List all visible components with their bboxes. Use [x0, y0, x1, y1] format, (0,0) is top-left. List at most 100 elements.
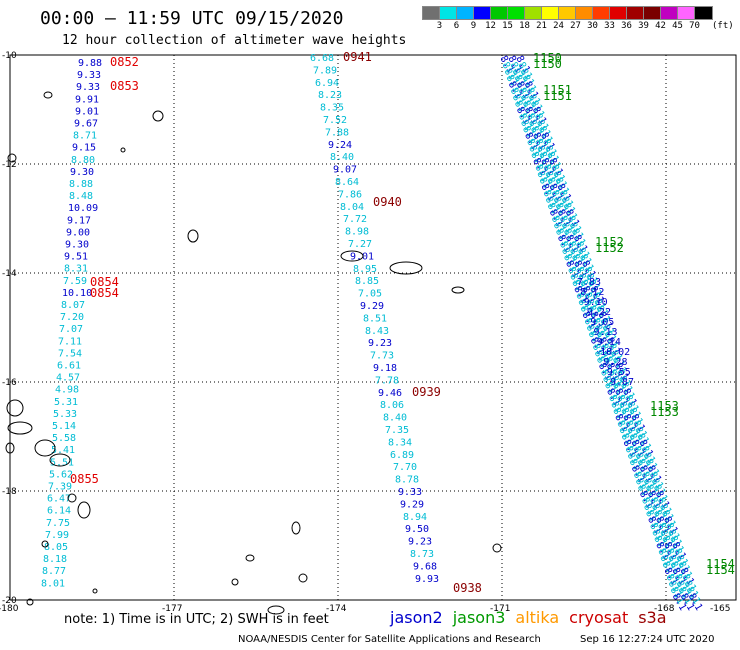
island-outline — [34, 439, 56, 457]
map-frame — [9, 54, 737, 601]
wave-height-label: 9.10 — [584, 297, 608, 308]
color-tick-label: 21 — [536, 21, 547, 31]
color-tick-label: 33 — [604, 21, 615, 31]
color-swatch — [694, 6, 713, 20]
lon-label: -177 — [162, 604, 182, 614]
pass-time-label: 1154 — [706, 557, 735, 571]
color-tick-label: 18 — [519, 21, 530, 31]
wave-height-label: 9.23 — [368, 338, 392, 349]
lon-label: -168 — [654, 604, 675, 614]
pass-time-label: 0939 — [412, 385, 441, 399]
wave-height-label: 9.67 — [74, 119, 98, 130]
satellite-legend-item: altika — [515, 608, 560, 627]
lat-label: -16 — [2, 378, 17, 388]
satellite-legend-item: s3a — [638, 608, 667, 627]
wave-height-label: 8.64 — [335, 177, 359, 188]
wave-height-label: 6.61 — [57, 361, 81, 372]
pass-time-label: 1153 — [650, 399, 679, 413]
wave-height-label: 9.33 — [76, 82, 100, 93]
satellite-legend-item: cryosat — [569, 608, 629, 627]
wave-height-label: 5.33 — [53, 409, 77, 420]
color-scale-unit: (ft) — [712, 21, 734, 31]
wave-height-label: 8.18 — [43, 554, 67, 565]
pass-time-label: 1151 — [543, 83, 572, 97]
wave-height-label: 8.23 — [318, 90, 342, 101]
wave-height-label: 9.22 — [587, 307, 611, 318]
pass-time-label: 0854 — [90, 286, 119, 300]
wave-height-label: 8.85 — [355, 276, 379, 287]
color-tick-label: 24 — [553, 21, 564, 31]
island-outline — [5, 442, 15, 454]
color-tick-label: 70 — [689, 21, 700, 31]
island-outline — [389, 261, 423, 275]
island-outline — [152, 110, 164, 122]
pass-time-label: 0938 — [453, 581, 482, 595]
pass-time-label: 1151 — [543, 89, 572, 103]
lat-label: -12 — [2, 160, 17, 170]
wave-height-label: 8.48 — [69, 191, 93, 202]
wave-height-label: 8.07 — [61, 300, 85, 311]
wave-height-label: 7.78 — [375, 375, 399, 386]
color-tick-label: 45 — [672, 21, 683, 31]
wave-height-label: 7.35 — [385, 425, 409, 436]
satellite-legend-item: jason2 — [390, 608, 443, 627]
wave-height-label: 8.71 — [73, 131, 97, 142]
wave-height-label: 8.88 — [69, 179, 93, 190]
wave-height-label: 10.02 — [600, 347, 630, 358]
satellite-legend: jason2 jason3 altika cryosat s3a — [390, 608, 677, 627]
pass-time-label: 1152 — [595, 241, 624, 255]
island-outline — [49, 453, 71, 467]
wave-height-label: 5.31 — [54, 397, 78, 408]
wave-height-label: 7.59 — [63, 276, 87, 287]
color-tick-label: 15 — [502, 21, 513, 31]
wave-height-label: 9.15 — [72, 143, 96, 154]
wave-height-label: 9.28 — [603, 357, 627, 368]
wave-height-label: 9.07 — [333, 165, 357, 176]
wave-height-label: 4.98 — [55, 385, 79, 396]
wave-height-label: 8.43 — [365, 326, 389, 337]
wave-height-label: 9.01 — [350, 251, 374, 262]
island-outline — [245, 554, 255, 562]
wave-height-label: 9.30 — [70, 167, 94, 178]
pass-time-label: 1153 — [650, 405, 679, 419]
pass-time-label: 1150 — [533, 57, 562, 71]
wave-height-label: 7.99 — [45, 530, 69, 541]
page-title: 00:00 – 11:59 UTC 09/15/2020 — [40, 8, 344, 29]
wave-height-label: 9.93 — [415, 574, 439, 585]
wave-height-label: 9.18 — [373, 363, 397, 374]
color-tick-label: 3 — [436, 21, 443, 31]
wave-height-label: 5.41 — [51, 445, 75, 456]
wave-height-label: 7.75 — [46, 518, 70, 529]
page-subtitle: 12 hour collection of altimeter wave hei… — [62, 33, 407, 48]
wave-height-label: 8.77 — [42, 566, 66, 577]
lat-label: -18 — [2, 487, 17, 497]
wave-height-label: 4.57 — [56, 373, 80, 384]
wave-height-label: 7.70 — [393, 462, 417, 473]
wave-height-label: 9.91 — [75, 94, 99, 105]
wave-height-label: 9.46 — [378, 388, 402, 399]
wave-height-label: 9.33 — [77, 70, 101, 81]
color-tick-label: 9 — [470, 21, 477, 31]
wave-height-label: 5.62 — [49, 469, 73, 480]
color-tick-label: 42 — [655, 21, 666, 31]
wave-height-label: 7.72 — [343, 214, 367, 225]
wave-height-label: 9.33 — [398, 487, 422, 498]
island-outline — [187, 229, 199, 243]
island-outline — [77, 501, 91, 519]
pass-time-label: 0855 — [70, 472, 99, 486]
wave-height-label: 6.89 — [390, 450, 414, 461]
pass-time-label: 0854 — [90, 275, 119, 289]
pass-time-label: 0853 — [110, 79, 139, 93]
wave-height-label: 5.14 — [52, 421, 76, 432]
wave-height-label: 9.50 — [405, 524, 429, 535]
wave-height-label: 8.78 — [395, 475, 419, 486]
island-outline — [267, 605, 285, 615]
color-tick-label: 6 — [453, 21, 460, 31]
pass-time-label: 1150 — [533, 51, 562, 65]
wave-height-label: 9.17 — [67, 215, 91, 226]
lon-label: -180 — [0, 604, 19, 614]
wave-height-label: 9.88 — [78, 58, 102, 69]
wave-height-label: 7.73 — [370, 351, 394, 362]
island-outline — [492, 543, 502, 553]
wave-height-label: 8.04 — [340, 202, 364, 213]
